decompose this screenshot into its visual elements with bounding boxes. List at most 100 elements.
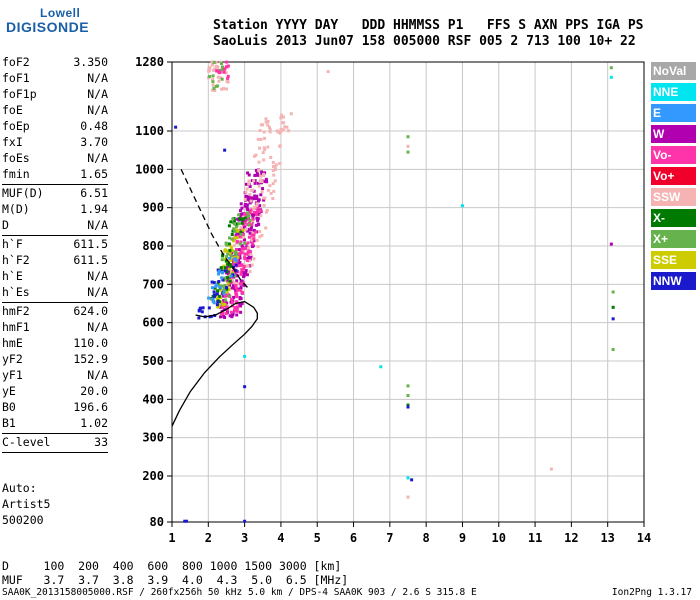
echo-mark — [245, 252, 249, 256]
echo-mark — [248, 270, 252, 274]
echo-mark — [218, 294, 222, 298]
echo-mark — [227, 224, 231, 228]
echo-mark — [232, 222, 236, 226]
x-tick-label: 1 — [168, 531, 175, 545]
echo-mark — [256, 219, 260, 223]
echo-mark — [255, 202, 259, 206]
header-line-2: SaoLuis 2013 Jun07 158 005000 RSF 005 2 … — [213, 34, 636, 49]
echo-mark — [239, 240, 243, 244]
echo-mark — [231, 273, 235, 277]
x-tick-label: 10 — [492, 531, 506, 545]
echo-mark — [262, 198, 266, 202]
echo-mark — [225, 287, 229, 291]
echo-mark — [256, 199, 260, 203]
echo-mark — [227, 288, 231, 292]
x-tick-label: 11 — [528, 531, 542, 545]
muf-distance-row: D 100 200 400 600 800 1000 1500 3000 [km… — [2, 559, 342, 573]
echo-mark — [266, 145, 270, 149]
echo-mark — [216, 84, 220, 88]
echo-mark — [220, 311, 224, 315]
echo-mark — [231, 300, 235, 304]
param-name: fmin — [2, 167, 30, 181]
param-value: 20.0 — [80, 384, 108, 398]
param-name: h`E — [2, 269, 23, 283]
echo-mark — [260, 190, 264, 194]
echo-mark — [253, 173, 257, 177]
y-tick-label: 80 — [150, 515, 164, 529]
echo-mark — [224, 298, 228, 302]
echo-mark — [222, 314, 226, 318]
echo-mark — [258, 146, 262, 150]
param-row: foF1 N/A — [2, 71, 108, 87]
echo-mark — [251, 188, 255, 192]
echo-mark — [240, 302, 244, 306]
echo-mark — [224, 293, 228, 297]
echo-mark — [243, 212, 247, 216]
echo-mark — [282, 121, 286, 125]
param-separator — [2, 452, 108, 453]
echo-mark — [228, 281, 232, 285]
echo-mark — [221, 68, 225, 72]
x-tick-label: 14 — [637, 531, 651, 545]
echo-mark — [200, 310, 204, 314]
echo-mark — [242, 246, 246, 250]
echo-point — [406, 495, 410, 499]
echo-mark — [216, 300, 220, 304]
legend-item-vo-: Vo- — [651, 146, 696, 164]
echo-mark — [243, 247, 247, 251]
echo-mark — [211, 77, 215, 81]
echo-mark — [273, 168, 277, 172]
param-name: foE — [2, 103, 23, 117]
echo-mark — [218, 300, 222, 304]
echo-mark — [246, 211, 250, 215]
param-row: yF2 152.9 — [2, 352, 108, 368]
echo-mark — [227, 294, 231, 298]
param-name: B0 — [2, 400, 16, 414]
echo-mark — [244, 216, 248, 220]
param-row: foE N/A — [2, 103, 108, 119]
echo-mark — [230, 269, 234, 273]
autoscaling-info: Auto: Artist5 500200 — [2, 480, 50, 528]
param-row: D N/A — [2, 218, 108, 234]
echo-mark — [276, 130, 280, 134]
echo-mark — [244, 194, 248, 198]
param-name: yF2 — [2, 352, 23, 366]
echo-mark — [257, 160, 261, 164]
echo-mark — [266, 188, 270, 192]
echo-mark — [216, 289, 220, 293]
echo-mark — [226, 76, 230, 80]
echo-mark — [247, 179, 251, 183]
echo-mark — [225, 290, 229, 294]
echo-mark — [265, 208, 269, 212]
echo-mark — [249, 225, 253, 229]
param-row: B1 1.02 — [2, 416, 108, 432]
echo-mark — [243, 197, 247, 201]
echo-mark — [272, 189, 276, 193]
echo-point — [609, 242, 613, 246]
echo-mark — [208, 74, 212, 78]
echo-mark — [211, 297, 215, 301]
echo-mark — [216, 272, 220, 276]
echo-mark — [213, 89, 217, 93]
y-tick-label: 600 — [142, 316, 164, 330]
echo-mark — [226, 64, 230, 68]
echo-mark — [258, 235, 262, 239]
echo-mark — [212, 60, 216, 64]
echo-mark — [229, 220, 233, 224]
echo-mark — [246, 246, 250, 250]
echo-mark — [246, 215, 250, 219]
echo-mark — [259, 214, 263, 218]
echo-mark — [271, 196, 275, 200]
echo-point — [549, 467, 553, 471]
echo-mark — [238, 217, 242, 221]
param-name: foEs — [2, 151, 30, 165]
echo-point — [460, 204, 464, 208]
echo-mark — [243, 202, 247, 206]
echo-mark — [268, 128, 272, 132]
echo-mark — [234, 248, 238, 252]
echo-mark — [223, 276, 227, 280]
y-tick-label: 500 — [142, 354, 164, 368]
echo-mark — [211, 74, 215, 78]
echo-point — [185, 519, 189, 523]
echo-mark — [237, 213, 241, 217]
